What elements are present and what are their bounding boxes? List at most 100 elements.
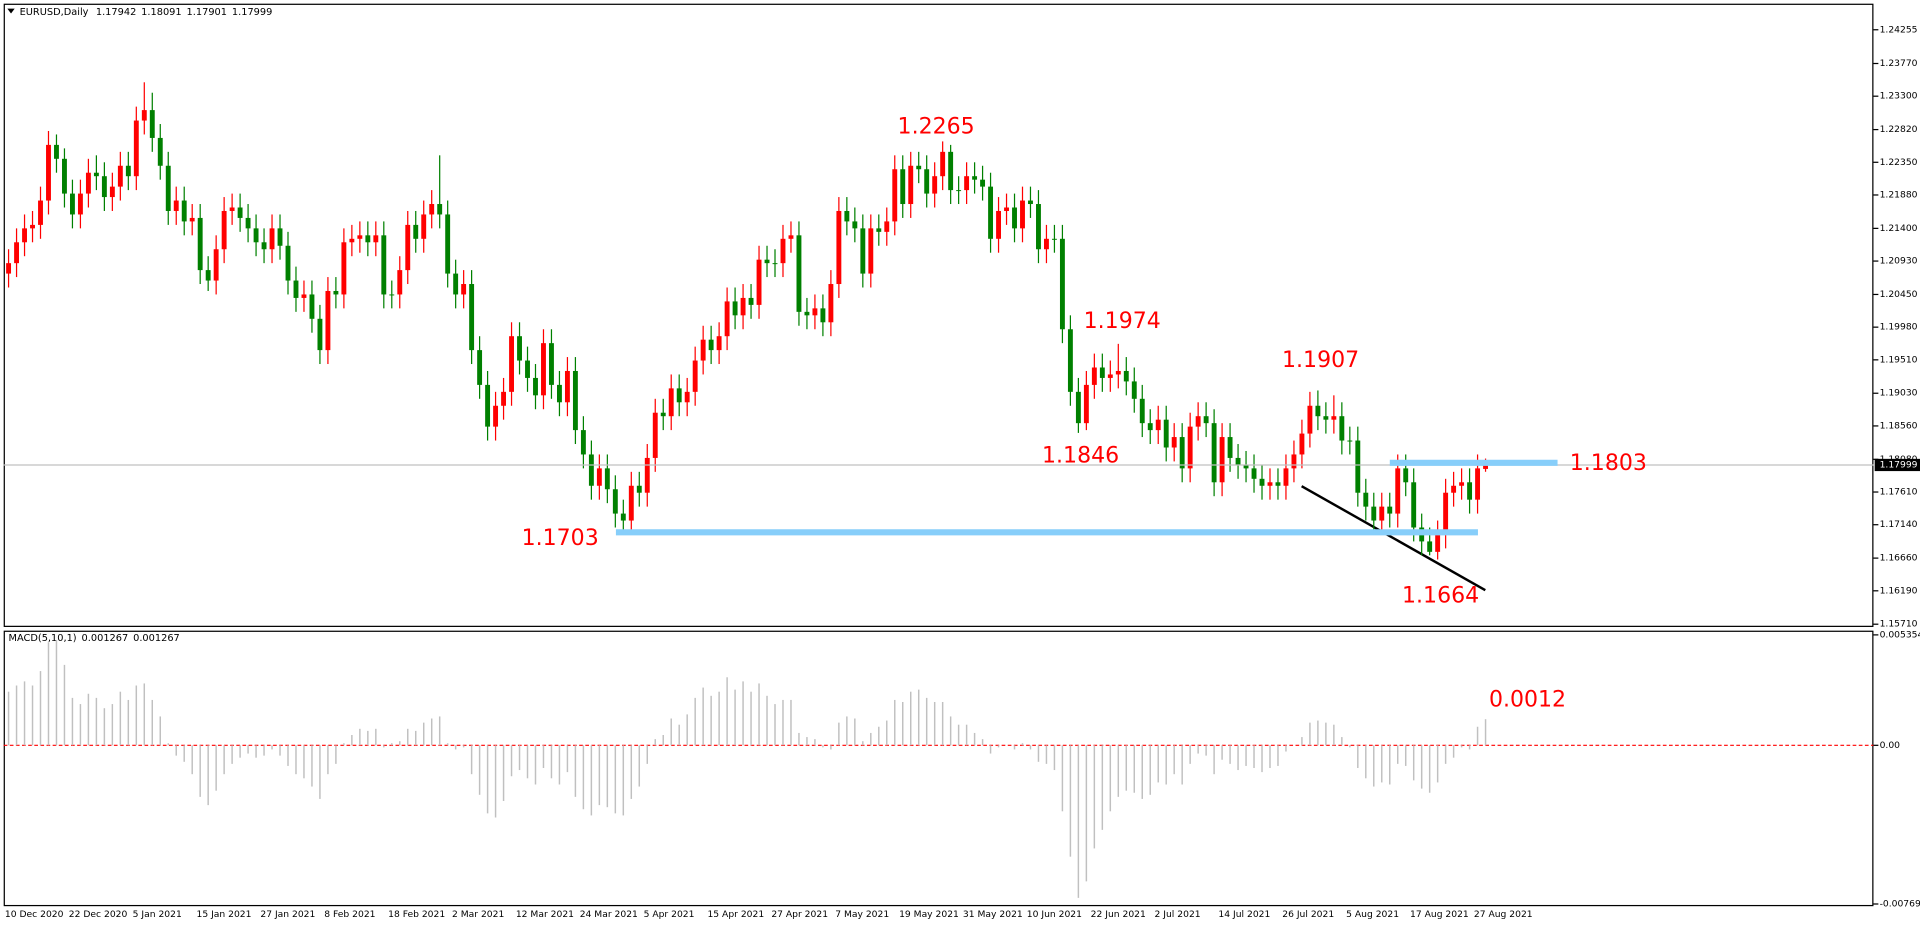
candle-body (445, 214, 451, 274)
candle-body (900, 169, 906, 205)
candle-body (692, 360, 698, 392)
candle-body (6, 263, 12, 274)
y-tick-label: 1.17610 (1880, 487, 1918, 498)
candle-body (868, 228, 874, 274)
candle-body (1451, 485, 1457, 493)
y-tick-label: 1.23300 (1880, 91, 1918, 102)
candle-body (604, 468, 610, 490)
candle-body (141, 110, 147, 121)
candle-body (988, 186, 994, 239)
candle-body (668, 388, 674, 417)
candle-body (628, 485, 634, 521)
candle-body (1243, 464, 1249, 469)
trend-line (1301, 485, 1486, 592)
candle-body (1251, 468, 1257, 479)
candle-body (1267, 482, 1273, 486)
y-tick-label: 1.17140 (1880, 519, 1918, 530)
x-tick-label: 5 Aug 2021 (1346, 909, 1399, 920)
candle-body (469, 284, 475, 351)
current-price-label: 1.17999 (1880, 459, 1918, 470)
x-tick-label: 12 Mar 2021 (516, 909, 574, 920)
x-tick-label: 27 Jan 2021 (260, 909, 315, 920)
candle-body (844, 210, 850, 222)
current-price-box (1874, 458, 1920, 472)
candle-body (1195, 416, 1201, 427)
candle-body (1059, 238, 1065, 330)
candle-body (437, 204, 443, 215)
candle-body (213, 249, 219, 281)
candle-body (772, 263, 778, 265)
candle-body (477, 350, 483, 385)
macd-header: MACD(5,10,1) 0.001267 0.001267 (9, 633, 180, 644)
candle-body (197, 217, 203, 271)
candle-body (1004, 207, 1009, 211)
candle-body (1107, 374, 1113, 378)
y-tick-label: 0.005354 (1880, 629, 1920, 640)
candle-body (956, 190, 962, 192)
y-tick-label: 1.20450 (1880, 289, 1918, 300)
candle-body (612, 489, 618, 514)
candle-body (732, 301, 738, 316)
candle-body (716, 336, 722, 351)
candle-body (708, 339, 714, 351)
candle-body (980, 179, 986, 187)
x-tick-label: 19 May 2021 (899, 909, 959, 920)
candle-body (724, 301, 730, 337)
candle-body (1075, 391, 1081, 424)
candle-body (38, 200, 43, 225)
x-tick-label: 10 Dec 2020 (5, 909, 64, 920)
candle-body (644, 457, 650, 493)
candle-body (1283, 468, 1289, 486)
candle-body (125, 165, 131, 177)
candle-body (1067, 329, 1073, 392)
candle-body (509, 336, 514, 392)
candle-body (1051, 238, 1057, 240)
candle-body (365, 235, 371, 243)
candle-body (341, 242, 347, 295)
candle-body (1395, 468, 1401, 514)
candle-body (269, 228, 275, 250)
x-tick-label: 17 Aug 2021 (1410, 909, 1469, 920)
candle-body (924, 169, 930, 194)
x-tick-label: 15 Apr 2021 (707, 909, 764, 920)
annotation: 1.1907 (1282, 348, 1359, 373)
candle-body (1179, 437, 1185, 469)
annotation: 1.2265 (898, 114, 975, 139)
x-tick-label: 31 May 2021 (963, 909, 1023, 920)
candle-body (357, 235, 363, 239)
candle-body (397, 270, 403, 295)
x-tick-label: 2 Mar 2021 (452, 909, 504, 920)
candle-body (764, 259, 770, 264)
candle-body (1155, 419, 1161, 431)
candle-body (533, 377, 538, 396)
candle-body (333, 290, 339, 295)
candle-body (1403, 468, 1409, 483)
candle-body (373, 235, 379, 243)
x-tick-label: 10 Jun 2021 (1027, 909, 1082, 920)
menu-triangle[interactable] (7, 8, 15, 14)
candle-body (54, 144, 59, 159)
candle-body (780, 238, 786, 264)
candle-body (413, 224, 419, 239)
candle-body (1291, 454, 1297, 469)
candle-body (30, 224, 35, 229)
annotation: 0.0012 (1489, 687, 1566, 712)
candle-body (588, 454, 594, 486)
candle-body (1331, 416, 1337, 420)
candle-body (1036, 204, 1041, 250)
candle-body (1459, 482, 1465, 486)
candle-body (1020, 200, 1025, 229)
candle-body (1379, 506, 1385, 521)
candle-body (1028, 200, 1033, 205)
candle-body (972, 176, 978, 180)
candle-body (1203, 416, 1209, 424)
candle-body (421, 214, 427, 239)
candle-body (1339, 416, 1345, 441)
candle-body (133, 120, 139, 177)
candle-body (205, 270, 211, 281)
candle-body (165, 165, 171, 211)
candle-body (836, 210, 842, 285)
candle-body (69, 193, 75, 215)
x-tick-label: 27 Apr 2021 (771, 909, 828, 920)
